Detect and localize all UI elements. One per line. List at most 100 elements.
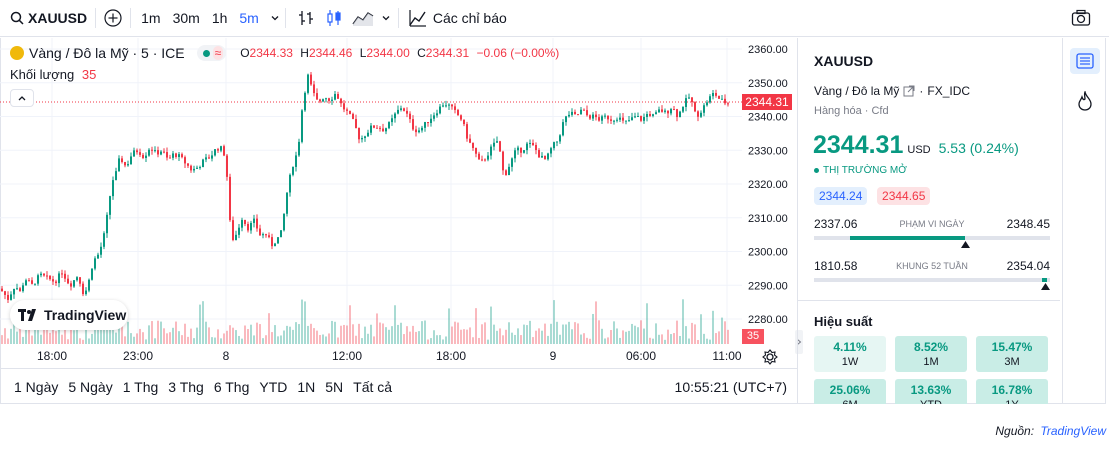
volume-bar — [334, 321, 336, 344]
volume-bar — [430, 338, 432, 344]
candle-body — [676, 109, 678, 118]
performance-cell[interactable]: 15.47% 3M — [976, 336, 1048, 372]
range-3m[interactable]: 3 Thg — [168, 378, 204, 395]
volume-bar — [304, 301, 306, 344]
volume-bar — [130, 333, 132, 344]
volume-bar — [16, 331, 18, 344]
timeframe-30m[interactable]: 30m — [172, 10, 200, 26]
hotlist-button[interactable] — [1070, 88, 1100, 114]
details-button[interactable] — [1070, 48, 1100, 74]
source-link[interactable]: TradingView — [1040, 424, 1106, 438]
range-1m[interactable]: 1 Thg — [122, 378, 159, 395]
collapse-panel-button[interactable] — [795, 330, 803, 354]
performance-cell[interactable]: 13.63% YTD — [895, 379, 967, 404]
collapse-legend-button[interactable] — [10, 89, 34, 107]
volume-bar — [88, 338, 90, 344]
instrument-name[interactable]: Vàng / Đô la Mỹ — [814, 84, 900, 98]
candle-body — [178, 154, 180, 157]
volume-bar — [307, 325, 309, 344]
market-status-badge[interactable]: ≈ — [196, 45, 227, 61]
candle-body — [85, 290, 87, 295]
bar-chart-icon[interactable] — [297, 9, 315, 27]
range-1y[interactable]: 1N — [297, 378, 316, 395]
performance-cell[interactable]: 8.52% 1M — [895, 336, 967, 372]
volume-bar — [208, 327, 210, 344]
indicators-button[interactable]: Các chỉ báo — [399, 0, 515, 37]
volume-bar — [496, 330, 498, 344]
range-1d[interactable]: 1 Ngày — [14, 378, 59, 395]
volume-bar — [529, 320, 531, 344]
chevron-up-icon — [18, 96, 26, 101]
candle-body — [664, 110, 666, 112]
performance-cell[interactable]: 16.78% 1Y — [976, 379, 1048, 404]
candle-body — [211, 155, 213, 159]
volume-bar — [691, 322, 693, 344]
snapshot-button[interactable] — [1063, 0, 1099, 37]
external-link-icon[interactable] — [903, 85, 915, 97]
clock[interactable]: 10:55:21 (UTC+7) — [674, 378, 787, 395]
volume-bar — [637, 327, 639, 344]
time-axis[interactable]: 18:00 23:00 8 12:00 18:00 9 06:00 11:00 — [0, 344, 742, 368]
volume-bar — [91, 333, 93, 344]
tradingview-logo-icon — [18, 309, 36, 321]
area-chart-icon[interactable] — [352, 9, 374, 27]
volume-bar — [448, 308, 450, 344]
chevron-down-icon[interactable] — [269, 12, 281, 24]
volume-bar — [568, 321, 570, 344]
symbol-search[interactable]: XAUUSD — [0, 0, 95, 37]
candle-body — [472, 142, 474, 149]
volume-bar — [232, 327, 234, 344]
chart-pane[interactable]: Vàng / Đô la Mỹ · 5 · ICE ≈ O2344.33 H23… — [0, 38, 742, 344]
range-ytd[interactable]: YTD — [259, 378, 288, 395]
performance-cell[interactable]: 4.11% 1W — [814, 336, 886, 372]
chevron-down-icon[interactable] — [380, 12, 392, 24]
candle-body — [349, 110, 351, 114]
indicators-label: Các chỉ báo — [432, 10, 507, 26]
candles-icon[interactable] — [325, 9, 343, 27]
volume-bar — [259, 324, 261, 344]
volume-bar — [628, 330, 630, 344]
candle-body — [439, 106, 441, 114]
compare-button[interactable] — [96, 0, 130, 37]
candle-body — [151, 149, 153, 151]
volume-bar — [127, 321, 129, 344]
close-value: 2344.31 — [425, 46, 470, 60]
volume-bar — [181, 335, 183, 344]
volume-bar — [364, 326, 366, 344]
candle-body — [217, 149, 219, 151]
volume-bar — [541, 330, 543, 344]
candle-body — [343, 103, 345, 110]
candle-body — [445, 105, 447, 107]
candle-body — [631, 117, 633, 121]
legend-title[interactable]: Vàng / Đô la Mỹ · 5 · ICE — [29, 45, 185, 61]
volume-bar — [526, 325, 528, 344]
tradingview-watermark[interactable]: TradingView — [10, 300, 128, 330]
candle-body — [652, 114, 654, 116]
volume-bar — [70, 323, 72, 344]
panel-symbol: XAUUSD — [814, 53, 874, 69]
candle-body — [376, 127, 378, 129]
volume-bar — [79, 338, 81, 344]
settings-button[interactable] — [760, 347, 780, 367]
price-axis[interactable]: 2360.00 2350.00 2340.00 2330.00 2320.00 2310.… — [742, 38, 797, 344]
last-price-value: 2344.31 — [745, 95, 789, 109]
candle-body — [280, 230, 282, 238]
candle-body — [505, 170, 507, 176]
performance-cell[interactable]: 25.06% 6M — [814, 379, 886, 404]
candle-body — [103, 233, 105, 247]
performance-period: 1W — [841, 356, 859, 368]
range-all[interactable]: Tất cả — [353, 378, 393, 395]
range-5d[interactable]: 5 Ngày — [68, 378, 113, 395]
range-6m[interactable]: 6 Thg — [213, 378, 250, 395]
timeframe-1m[interactable]: 1m — [141, 10, 161, 26]
candle-body — [421, 127, 423, 131]
brand-label: TradingView — [44, 307, 127, 323]
range-5y[interactable]: 5N — [325, 378, 344, 395]
candle-body — [514, 150, 516, 159]
candle-body — [352, 113, 354, 119]
volume-bar — [226, 330, 228, 344]
price-chart[interactable] — [0, 38, 742, 344]
timeframe-5m[interactable]: 5m — [239, 10, 259, 26]
panel-currency: USD — [907, 144, 931, 156]
timeframe-1h[interactable]: 1h — [211, 10, 228, 26]
